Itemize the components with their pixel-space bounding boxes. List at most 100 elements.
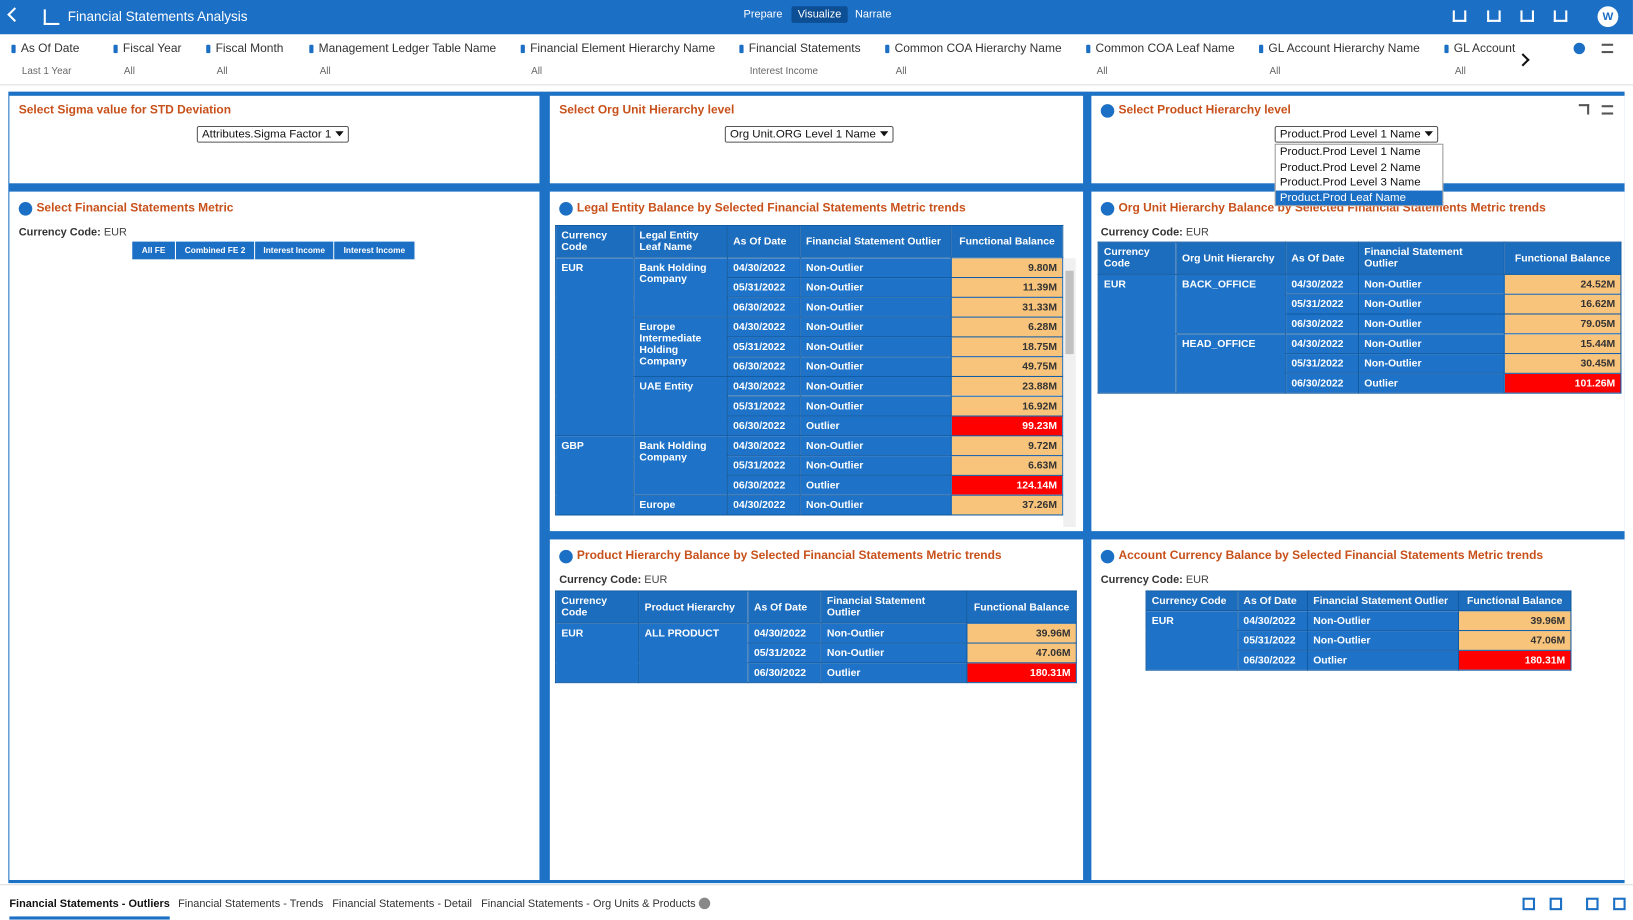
data-row: 05/31/2022 Non-Outlier 16.92M <box>556 395 1064 417</box>
dropdown-option[interactable]: Product.Prod Level 1 Name <box>1279 145 1421 159</box>
select[interactable]: Attributes.Sigma Factor 1 <box>196 126 349 143</box>
table-cell: Non-Outlier <box>799 395 952 417</box>
metric-button[interactable]: Interest Income <box>255 241 335 260</box>
user-avatar[interactable]: W <box>1597 6 1619 28</box>
column-header: Legal Entity Leaf Name <box>633 224 728 259</box>
mode-tab[interactable]: Narrate <box>854 8 892 21</box>
header-row: Currency Code As Of Date Financial Stateme… <box>1145 590 1572 612</box>
filter-pin <box>309 44 314 54</box>
filter-label: Financial Statements <box>748 42 861 56</box>
filter[interactable]: GL Account All <box>1443 43 1516 85</box>
filter-pin <box>1444 44 1449 54</box>
legal-entity-panel: Legal Entity Balance by Selected Financi… <box>549 191 1084 532</box>
footer-icon[interactable] <box>1549 897 1563 911</box>
table-cell: Non-Outlier <box>799 336 952 358</box>
select[interactable]: Product.Prod Level 1 Name <box>1274 126 1439 143</box>
currency-value: EUR <box>103 225 127 239</box>
toolbar-icon[interactable] <box>1487 10 1501 22</box>
scrollbar[interactable] <box>1063 258 1076 527</box>
table-cell: 04/30/2022 <box>1285 333 1360 355</box>
table-cell: 06/30/2022 <box>1285 313 1360 335</box>
panel-title: Select Org Unit Hierarchy level <box>559 104 735 117</box>
back-button[interactable] <box>7 7 22 22</box>
balance-cell: 79.05M <box>1503 313 1622 335</box>
table-cell: 06/30/2022 <box>1285 372 1360 394</box>
filter-label: Common COA Hierarchy Name <box>894 42 1062 56</box>
filter-label: As Of Date <box>20 42 80 56</box>
mode-tab[interactable]: Prepare <box>743 8 783 21</box>
metric-button[interactable]: Combined FE 2 <box>175 241 256 260</box>
column-header: As Of Date <box>1237 590 1308 612</box>
table-cell: EUR <box>1097 273 1177 394</box>
table-cell: 04/30/2022 <box>1285 273 1360 295</box>
table-cell: Outlier <box>799 474 952 496</box>
expand-icon[interactable] <box>1578 104 1590 115</box>
toolbar-icon[interactable] <box>1520 10 1534 22</box>
table-cell: Bank Holding Company <box>633 435 728 496</box>
balance-cell: 39.96M <box>1457 610 1572 632</box>
sheet-tab[interactable]: Financial Statements - Trends <box>178 897 324 911</box>
filter-label: GL Account <box>1453 42 1516 56</box>
footer-icon[interactable] <box>1586 897 1599 911</box>
menu-icon[interactable] <box>1601 105 1614 115</box>
add-sheet[interactable] <box>698 897 711 910</box>
column-header: Currency Code <box>555 224 635 259</box>
filter-scroll[interactable] <box>1516 53 1530 67</box>
table-cell: Non-Outlier <box>799 494 952 516</box>
table-cell: 05/31/2022 <box>1237 630 1308 651</box>
dropdown-option[interactable]: Product.Prod Leaf Name <box>1275 190 1443 206</box>
currency-code: Currency Code: EUR <box>1101 226 1209 238</box>
balance-cell: 18.75M <box>950 336 1064 358</box>
footer-icon[interactable] <box>1613 897 1626 911</box>
table-cell: 06/30/2022 <box>747 662 822 684</box>
account-panel: Account Currency Balance by Selected Fin… <box>1091 539 1625 880</box>
column-header: Functional Balance <box>1503 241 1622 275</box>
top-bar: Financial Statements Analysis Prepare Visu… <box>0 0 1633 35</box>
select[interactable]: Org Unit.ORG Level 1 Name <box>724 126 894 143</box>
filter-bar: As Of Date Last 1 Year Fiscal Year All Fisca… <box>0 34 1633 86</box>
sheet-tab[interactable]: Financial Statements - Detail <box>332 897 472 911</box>
filter-value: All <box>1269 65 1281 78</box>
balance-cell: 47.06M <box>1457 630 1572 651</box>
column-header: Currency Code <box>555 590 640 624</box>
data-row: Europe 04/30/2022 Non-Outlier 37.26M <box>556 494 1064 516</box>
balance-cell: 24.52M <box>1503 273 1622 295</box>
filter-label: Common COA Leaf Name <box>1095 42 1235 56</box>
balance-cell: 16.92M <box>950 395 1064 417</box>
menu-icon[interactable] <box>1601 43 1614 54</box>
project-icon <box>43 9 60 25</box>
scroll-thumb[interactable] <box>1065 270 1074 355</box>
info-icon <box>1100 104 1115 118</box>
footer-icon[interactable] <box>1522 897 1536 911</box>
currency-code: Currency Code: EUR <box>1101 574 1209 586</box>
mode-tab[interactable]: Visualize <box>791 6 848 23</box>
currency-value: EUR <box>644 573 668 587</box>
info-icon <box>1100 202 1115 216</box>
table-cell: Non-Outlier <box>799 316 952 338</box>
dropdown-option[interactable]: Product.Prod Level 2 Name <box>1279 160 1421 174</box>
product-panel-table: Product Hierarchy Balance by Selected Fi… <box>549 539 1084 880</box>
balance-cell: 101.26M <box>1503 372 1622 394</box>
org-panel: Select Org Unit Hierarchy level Org Unit.… <box>549 95 1084 184</box>
table-cell: Non-Outlier <box>1357 333 1505 355</box>
data-row: EUR ALL PRODUCT 04/30/2022 Non-Outlier 39.96… <box>555 622 1077 684</box>
toolbar-icon[interactable] <box>1452 10 1467 22</box>
balance-cell: 37.26M <box>950 494 1064 516</box>
toolbar-icon[interactable] <box>1553 10 1568 22</box>
table-cell: 04/30/2022 <box>726 494 801 516</box>
dropdown-option[interactable]: Product.Prod Level 3 Name <box>1279 175 1421 189</box>
filter-icon[interactable] <box>1573 42 1586 55</box>
table-cell: GBP <box>555 435 635 516</box>
table-cell: EUR <box>555 622 640 684</box>
table-cell: 05/31/2022 <box>726 277 801 298</box>
table-cell: Non-Outlier <box>799 455 952 476</box>
sheet-tab[interactable]: Financial Statements - Org Units & Produ… <box>481 897 696 911</box>
column-header: Financial Statement Outlier <box>1306 590 1460 612</box>
metric-button[interactable]: Interest Income <box>334 241 416 260</box>
sheet-tab[interactable]: Financial Statements - Outliers <box>9 898 170 920</box>
metric-button[interactable]: All FE <box>132 241 176 260</box>
panel-title: Product Hierarchy Balance by Selected Fi… <box>576 549 1002 563</box>
currency-label: Currency Code: <box>1100 573 1183 587</box>
data-row: 05/31/2022 Non-Outlier 47.06M <box>556 642 1077 664</box>
data-row: 05/31/2022 Non-Outlier 47.06M <box>1146 630 1572 651</box>
